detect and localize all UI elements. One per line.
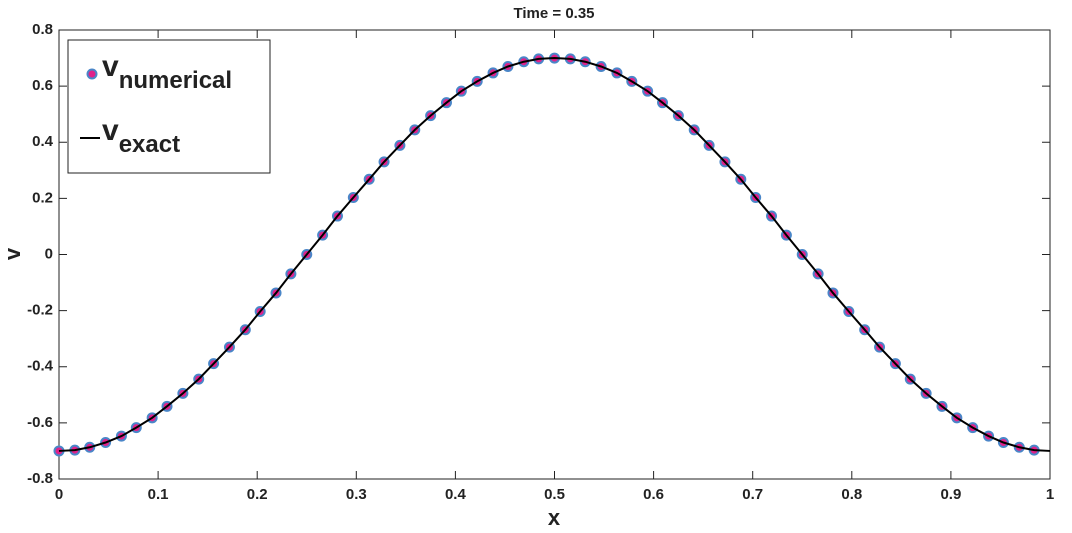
x-tick-label: 0.5 — [544, 486, 565, 503]
x-tick-label: 0.1 — [148, 486, 169, 503]
legend-name: v — [102, 50, 119, 83]
y-tick-label: -0.8 — [27, 470, 53, 487]
line-series — [58, 57, 1051, 452]
y-tick-label: 0.4 — [32, 133, 54, 150]
x-tick-label: 0.8 — [841, 486, 862, 503]
x-axis-label: x — [548, 505, 561, 530]
y-tick-label: -0.6 — [27, 414, 53, 431]
x-tick-label: 0.4 — [445, 486, 467, 503]
legend-name: v — [102, 114, 119, 147]
y-tick-label: 0 — [45, 245, 53, 262]
legend-subscript: exact — [119, 131, 180, 158]
y-tick-label: -0.2 — [27, 302, 53, 319]
legend-marker — [86, 68, 98, 80]
x-tick-label: 0.9 — [940, 486, 961, 503]
x-tick-label: 0.7 — [742, 486, 763, 503]
x-tick-label: 0.2 — [247, 486, 268, 503]
y-axis-label: v — [0, 247, 25, 260]
x-tick-label: 1 — [1046, 486, 1054, 503]
y-tick-label: 0.8 — [32, 21, 53, 38]
y-tick-label: -0.4 — [27, 358, 54, 375]
y-tick-label: 0.6 — [32, 77, 53, 94]
legend-subscript: numerical — [119, 67, 232, 94]
chart-title: Time = 0.35 — [513, 5, 594, 22]
x-tick-label: 0 — [55, 486, 63, 503]
legend-label: vexact — [102, 114, 180, 158]
y-tick-label: 0.2 — [32, 189, 53, 206]
legend-box — [67, 39, 271, 174]
legend-label: vnumerical — [102, 50, 232, 94]
x-tick-label: 0.3 — [346, 486, 367, 503]
x-tick-label: 0.6 — [643, 486, 664, 503]
